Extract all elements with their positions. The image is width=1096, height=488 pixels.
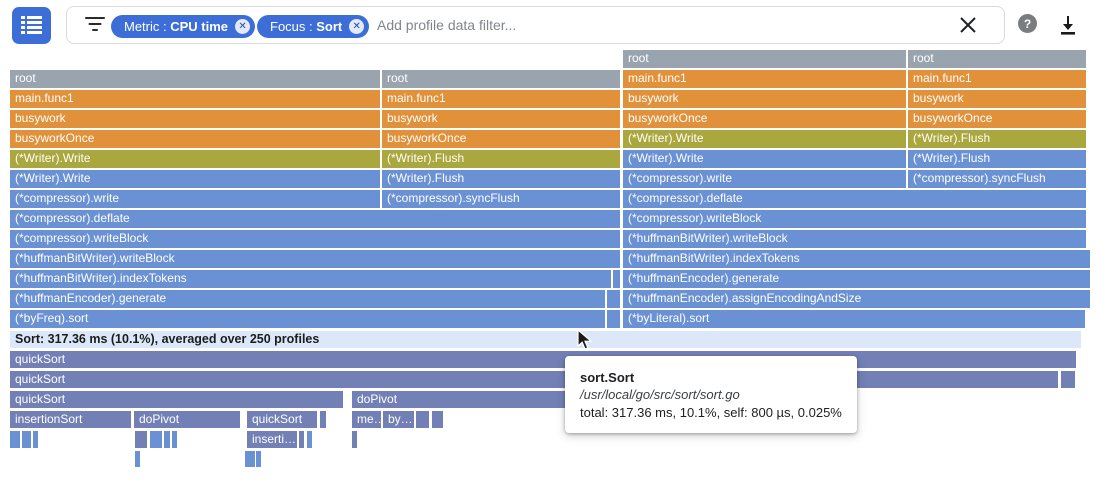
flame-cell[interactable]: main.func1 — [382, 90, 620, 108]
flame-cell[interactable]: main.func1 — [10, 90, 380, 108]
flame-cell[interactable]: quickSort — [10, 371, 1058, 388]
close-circle-icon[interactable]: ✕ — [349, 19, 365, 34]
flame-cell[interactable] — [150, 431, 162, 448]
flame-cell[interactable]: root — [10, 70, 380, 88]
flame-cell[interactable] — [607, 290, 620, 308]
flame-cell[interactable]: (*Writer).Flush — [382, 170, 620, 188]
flame-cell[interactable] — [256, 451, 261, 467]
flame-cell[interactable]: (*compressor).deflate — [623, 190, 1086, 208]
flame-cell[interactable]: (*compressor).syncFlush — [908, 170, 1086, 188]
flame-cell[interactable] — [613, 270, 620, 288]
filter-list-icon — [84, 17, 106, 33]
flame-cell[interactable] — [245, 451, 250, 467]
mouse-cursor — [577, 329, 593, 350]
flame-cell[interactable]: root — [623, 50, 906, 68]
flame-cell[interactable]: root — [908, 50, 1086, 68]
flame-cell[interactable]: main.func1 — [623, 70, 906, 88]
flame-cell[interactable] — [135, 431, 147, 448]
frame-tooltip: sort.Sort /usr/local/go/src/sort/sort.go… — [565, 356, 857, 433]
flame-cell[interactable]: (*huffmanEncoder).generate — [623, 270, 1090, 288]
flame-cell[interactable] — [172, 431, 177, 448]
flame-cell[interactable] — [320, 411, 326, 428]
filter-chip-focus[interactable]: Focus : Sort ✕ — [257, 15, 370, 38]
flame-cell[interactable]: (*compressor).write — [623, 170, 906, 188]
flame-cell[interactable]: busyworkOnce — [10, 130, 380, 148]
flame-cell[interactable] — [437, 411, 443, 428]
flame-cell[interactable]: (*huffmanBitWriter).writeBlock — [10, 250, 620, 268]
flame-cell[interactable]: (*huffmanBitWriter).writeBlock — [623, 230, 1086, 248]
flame-cell[interactable] — [299, 431, 304, 448]
flame-cell[interactable]: doPivot — [134, 411, 240, 428]
flame-cell[interactable] — [164, 431, 170, 448]
toolbar: Metric : CPU time ✕ Focus : Sort ✕ Add p… — [0, 0, 1096, 50]
flame-cell[interactable] — [1061, 371, 1075, 388]
flame-cell[interactable]: busywork — [623, 90, 906, 108]
chip-label: Focus : Sort — [270, 19, 343, 34]
flame-cell[interactable]: root — [382, 70, 620, 88]
flame-cell[interactable]: (*compressor).write — [10, 190, 380, 208]
flame-cell[interactable]: (*compressor).writeBlock — [10, 230, 620, 248]
flame-cell[interactable]: busyworkOnce — [382, 130, 620, 148]
filter-chip-metric[interactable]: Metric : CPU time ✕ — [111, 15, 256, 38]
flame-cell[interactable]: (*Writer).Flush — [382, 150, 620, 168]
flame-cell[interactable] — [432, 411, 437, 428]
flame-cell[interactable]: (*compressor).deflate — [10, 210, 620, 228]
flame-cell[interactable]: (*compressor).syncFlush — [382, 190, 620, 208]
flame-cell[interactable] — [416, 411, 429, 428]
tooltip-detail: total: 317.36 ms, 10.1%, self: 800 µs, 0… — [580, 405, 842, 420]
flame-cell[interactable]: (*Writer).Write — [10, 170, 380, 188]
flame-cell[interactable]: busywork — [10, 110, 380, 128]
close-circle-icon[interactable]: ✕ — [235, 19, 251, 34]
flame-cell[interactable]: (*Writer).Flush — [908, 130, 1086, 148]
flame-cell[interactable]: (*byFreq).sort — [10, 310, 605, 328]
flame-cell[interactable]: busywork — [382, 110, 620, 128]
flame-cell[interactable]: main.func1 — [908, 70, 1086, 88]
flame-cell[interactable]: quickSort — [10, 391, 343, 408]
tooltip-source-path: /usr/local/go/src/sort/sort.go — [580, 387, 740, 402]
flame-cell[interactable]: busywork — [908, 90, 1086, 108]
flame-cell[interactable] — [307, 431, 312, 448]
tooltip-title: sort.Sort — [580, 370, 635, 385]
help-button[interactable]: ? — [1018, 14, 1037, 33]
filter-input-placeholder[interactable]: Add profile data filter... — [377, 17, 517, 33]
flame-cell[interactable]: (*Writer).Write — [10, 150, 380, 168]
flame-cell[interactable]: by… — [383, 411, 414, 428]
flame-cell[interactable]: quickSort — [247, 411, 317, 428]
flame-cell[interactable] — [10, 431, 20, 448]
flame-cell[interactable]: inserti… — [247, 431, 297, 448]
flame-cell[interactable]: (*Writer).Flush — [908, 150, 1086, 168]
flame-cell[interactable]: (*huffmanEncoder).assignEncodingAndSize — [623, 290, 1090, 308]
flame-cell[interactable]: (*huffmanBitWriter).indexTokens — [623, 250, 1090, 268]
flame-cell[interactable]: (*huffmanEncoder).generate — [10, 290, 605, 308]
flame-cell[interactable]: (*compressor).writeBlock — [623, 210, 1086, 228]
menu-button[interactable] — [12, 7, 51, 44]
flame-cell[interactable]: (*Writer).Write — [623, 130, 906, 148]
flame-cell[interactable]: insertionSort — [10, 411, 131, 428]
flame-cell[interactable]: quickSort — [10, 351, 1076, 368]
flame-cell[interactable]: (*huffmanBitWriter).indexTokens — [10, 270, 611, 288]
flame-cell[interactable]: me… — [352, 411, 381, 428]
flame-cell[interactable] — [250, 451, 255, 467]
selected-frame-banner[interactable]: Sort: 317.36 ms (10.1%), averaged over 2… — [10, 331, 1081, 348]
clear-filters-button close-icon[interactable] — [956, 13, 980, 37]
download-icon[interactable] — [1056, 13, 1080, 37]
flame-cell[interactable]: (*byLiteral).sort — [623, 310, 1085, 328]
view-list-icon — [21, 16, 42, 34]
flame-cell[interactable]: (*Writer).Write — [623, 150, 906, 168]
flame-cell[interactable] — [135, 451, 140, 467]
flame-cell[interactable]: busyworkOnce — [623, 110, 906, 128]
flame-cell[interactable]: busyworkOnce — [908, 110, 1086, 128]
flame-cell[interactable] — [22, 431, 31, 448]
flame-cell[interactable] — [352, 431, 357, 448]
flame-cell[interactable] — [607, 310, 620, 328]
flame-cell[interactable] — [33, 431, 38, 448]
chip-label: Metric : CPU time — [124, 19, 229, 34]
